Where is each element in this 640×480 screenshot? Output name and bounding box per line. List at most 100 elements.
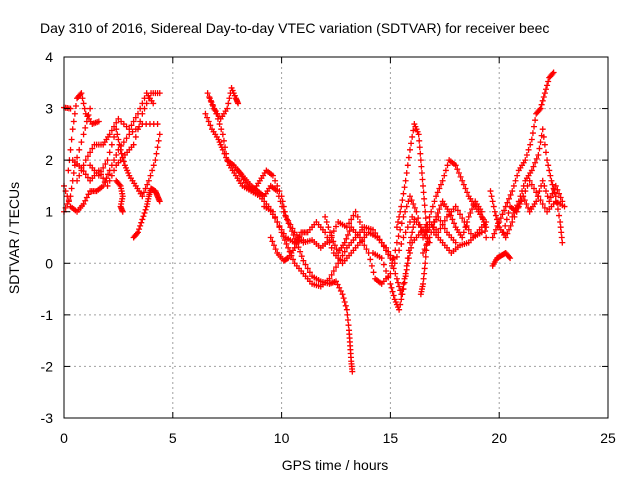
data-point bbox=[444, 162, 451, 169]
data-point bbox=[211, 106, 218, 113]
data-point bbox=[537, 197, 544, 204]
data-track bbox=[430, 219, 490, 256]
data-point bbox=[111, 133, 118, 140]
data-point bbox=[416, 137, 423, 144]
data-point bbox=[428, 208, 435, 215]
data-point bbox=[520, 182, 527, 189]
data-point bbox=[452, 239, 459, 246]
data-point bbox=[323, 219, 330, 226]
data-point bbox=[408, 234, 415, 241]
data-point bbox=[105, 171, 112, 178]
data-point bbox=[142, 185, 149, 192]
data-point bbox=[285, 220, 292, 227]
data-point bbox=[82, 124, 89, 131]
data-point bbox=[344, 311, 351, 318]
data-point bbox=[418, 170, 425, 177]
data-point bbox=[499, 211, 506, 218]
data-point bbox=[208, 99, 215, 106]
data-point bbox=[385, 274, 392, 281]
data-point bbox=[420, 249, 427, 256]
data-point bbox=[509, 213, 516, 220]
data-point bbox=[111, 157, 118, 164]
data-point bbox=[393, 275, 400, 282]
data-point bbox=[469, 206, 475, 213]
data-point bbox=[512, 177, 519, 184]
data-point bbox=[115, 136, 122, 143]
data-point bbox=[503, 216, 510, 223]
data-point bbox=[446, 208, 453, 215]
data-point bbox=[104, 157, 111, 164]
data-point bbox=[519, 188, 526, 195]
data-point bbox=[68, 185, 75, 192]
data-point bbox=[214, 115, 221, 122]
data-point bbox=[439, 221, 446, 228]
data-point bbox=[116, 141, 123, 148]
x-tick-label: 0 bbox=[60, 430, 68, 446]
data-point bbox=[514, 172, 521, 179]
data-point bbox=[552, 193, 559, 200]
data-point bbox=[80, 100, 87, 107]
data-point bbox=[108, 172, 115, 179]
data-point bbox=[426, 234, 433, 241]
data-point bbox=[531, 185, 538, 192]
data-point bbox=[410, 224, 417, 231]
data-point bbox=[119, 154, 126, 161]
data-point bbox=[130, 141, 137, 148]
data-point bbox=[398, 220, 405, 227]
data-point bbox=[434, 189, 441, 196]
data-point bbox=[500, 229, 507, 236]
x-axis-label: GPS time / hours bbox=[282, 457, 389, 473]
data-point bbox=[402, 229, 409, 236]
data-point bbox=[397, 226, 404, 233]
data-point bbox=[437, 225, 444, 232]
data-point bbox=[130, 118, 137, 125]
data-point bbox=[460, 229, 467, 236]
data-point bbox=[65, 198, 72, 205]
data-point bbox=[556, 212, 563, 219]
x-tick-label: 25 bbox=[600, 430, 616, 446]
data-point bbox=[340, 295, 347, 302]
data-point bbox=[401, 279, 408, 286]
data-point bbox=[210, 102, 217, 109]
data-point bbox=[72, 102, 79, 109]
data-point bbox=[108, 127, 115, 134]
data-point bbox=[154, 144, 161, 151]
data-point bbox=[356, 219, 363, 226]
data-point bbox=[400, 234, 407, 241]
data-point bbox=[437, 202, 444, 209]
data-point bbox=[537, 105, 544, 112]
data-point bbox=[512, 206, 519, 213]
data-point bbox=[117, 146, 124, 153]
data-point bbox=[528, 136, 535, 143]
data-point bbox=[413, 208, 420, 215]
data-point bbox=[344, 231, 351, 238]
data-point bbox=[483, 234, 490, 241]
data-point bbox=[467, 230, 474, 237]
data-point bbox=[442, 167, 449, 174]
data-point bbox=[141, 95, 148, 102]
data-point bbox=[144, 181, 151, 188]
data-point bbox=[220, 137, 227, 144]
data-point bbox=[287, 224, 294, 231]
data-point bbox=[290, 231, 297, 238]
data-point bbox=[341, 248, 348, 255]
data-point bbox=[106, 177, 113, 184]
data-point bbox=[397, 301, 404, 308]
data-point bbox=[206, 95, 213, 102]
data-point bbox=[113, 151, 120, 158]
data-point bbox=[557, 224, 564, 231]
data-point bbox=[339, 252, 346, 259]
x-tick-label: 10 bbox=[274, 430, 290, 446]
data-point bbox=[336, 284, 343, 291]
data-point bbox=[523, 151, 530, 158]
data-point bbox=[380, 261, 387, 268]
data-point bbox=[436, 185, 443, 192]
data-point bbox=[417, 150, 424, 157]
data-point bbox=[417, 157, 424, 164]
data-point bbox=[282, 212, 289, 219]
data-point bbox=[67, 146, 74, 153]
data-point bbox=[479, 215, 486, 222]
data-point bbox=[535, 151, 542, 158]
data-point bbox=[482, 228, 489, 235]
data-point bbox=[542, 86, 549, 93]
